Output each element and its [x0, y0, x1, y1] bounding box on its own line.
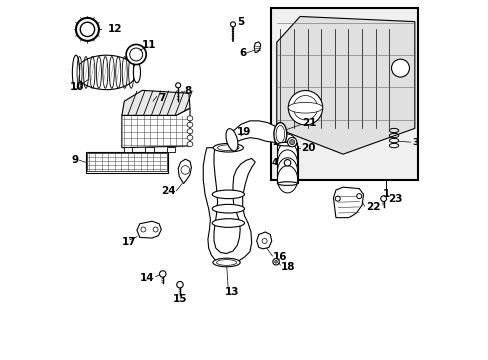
Ellipse shape [277, 182, 297, 185]
Ellipse shape [277, 142, 297, 169]
Polygon shape [137, 221, 161, 238]
Ellipse shape [212, 204, 244, 213]
Polygon shape [256, 232, 271, 249]
Ellipse shape [212, 258, 240, 267]
Ellipse shape [277, 150, 297, 177]
Circle shape [380, 196, 386, 202]
Bar [166, 147, 175, 152]
Text: 3: 3 [411, 138, 417, 147]
Circle shape [293, 95, 317, 120]
Circle shape [272, 258, 279, 265]
Circle shape [274, 260, 277, 263]
Ellipse shape [277, 166, 297, 193]
Ellipse shape [187, 141, 192, 147]
Text: 21: 21 [301, 118, 316, 128]
Ellipse shape [212, 190, 244, 199]
Text: 23: 23 [387, 194, 402, 204]
Text: 8: 8 [184, 86, 191, 96]
Text: 15: 15 [172, 294, 187, 304]
Text: 5: 5 [237, 17, 244, 27]
Polygon shape [333, 187, 363, 218]
Circle shape [175, 83, 180, 88]
Polygon shape [122, 108, 190, 148]
Text: 9: 9 [72, 155, 79, 165]
Circle shape [126, 44, 146, 64]
Circle shape [129, 48, 142, 61]
Ellipse shape [287, 102, 322, 113]
Ellipse shape [187, 116, 192, 121]
Bar [86, 152, 168, 173]
Polygon shape [228, 121, 280, 144]
Polygon shape [276, 17, 414, 154]
Ellipse shape [276, 126, 284, 143]
Text: 6: 6 [239, 48, 246, 58]
Circle shape [176, 282, 183, 288]
Ellipse shape [187, 122, 192, 127]
Text: 4: 4 [271, 158, 277, 167]
Ellipse shape [212, 219, 244, 227]
Polygon shape [203, 148, 255, 264]
Polygon shape [122, 90, 190, 116]
Ellipse shape [277, 142, 297, 146]
Polygon shape [254, 42, 260, 53]
Text: 10: 10 [69, 82, 84, 92]
Text: 24: 24 [161, 186, 175, 197]
Ellipse shape [187, 129, 192, 134]
Text: 17: 17 [122, 237, 136, 247]
Circle shape [287, 90, 322, 125]
Polygon shape [178, 159, 191, 184]
Circle shape [76, 18, 99, 41]
Ellipse shape [216, 260, 236, 265]
Circle shape [335, 196, 340, 201]
Circle shape [153, 227, 158, 232]
Ellipse shape [187, 135, 192, 140]
Text: 16: 16 [273, 252, 287, 262]
Ellipse shape [217, 145, 239, 150]
Circle shape [356, 194, 361, 199]
Ellipse shape [72, 55, 80, 90]
Circle shape [80, 22, 94, 37]
Circle shape [159, 271, 165, 277]
Text: 13: 13 [224, 287, 239, 297]
Text: 22: 22 [365, 202, 380, 212]
Text: 1: 1 [382, 189, 389, 199]
Text: 20: 20 [301, 143, 315, 153]
Circle shape [141, 227, 145, 232]
Text: 19: 19 [237, 127, 251, 136]
Circle shape [391, 59, 408, 77]
Ellipse shape [277, 158, 297, 185]
Ellipse shape [76, 55, 137, 90]
Ellipse shape [133, 62, 140, 83]
Circle shape [284, 159, 290, 166]
Ellipse shape [213, 143, 243, 152]
Circle shape [181, 166, 189, 174]
Bar [123, 147, 132, 152]
Bar [87, 153, 167, 171]
Bar [145, 147, 153, 152]
Text: 7: 7 [158, 93, 165, 103]
Ellipse shape [225, 129, 238, 151]
Text: 18: 18 [280, 262, 294, 272]
Text: 12: 12 [107, 24, 122, 34]
Text: 11: 11 [142, 40, 156, 50]
Text: 14: 14 [140, 273, 155, 283]
Circle shape [289, 140, 294, 145]
Circle shape [230, 22, 235, 27]
Ellipse shape [277, 134, 297, 161]
Circle shape [262, 238, 266, 243]
Circle shape [287, 138, 296, 147]
Text: 2: 2 [272, 138, 278, 147]
Ellipse shape [273, 123, 286, 145]
Bar [271, 8, 418, 180]
